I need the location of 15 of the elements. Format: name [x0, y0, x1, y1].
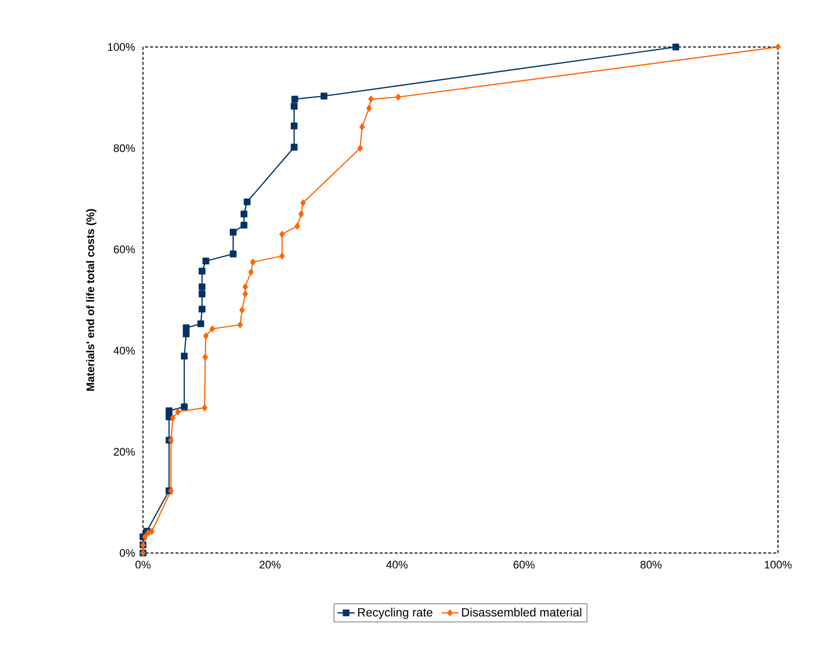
y-axis-title: Materials' end of life total costs (%) [86, 209, 96, 391]
y-tick-label: 100% [108, 43, 135, 51]
x-tick-label: 60% [514, 560, 535, 569]
x-tick-label: 20% [260, 560, 281, 569]
x-tick-label: 80% [640, 560, 662, 569]
legend-label: Disassembled material [462, 608, 582, 617]
x-tick-label: 40% [386, 560, 408, 569]
y-tick-label: 80% [114, 144, 135, 152]
y-tick-label: 40% [114, 346, 135, 354]
y-tick-label: 60% [114, 246, 135, 254]
y-tick-label: 20% [114, 448, 135, 456]
y-tick-label: 0% [120, 549, 135, 557]
legend-label: Recycling rate [358, 608, 432, 619]
x-tick-label: 0% [136, 560, 151, 569]
x-tick-label: 100% [764, 560, 792, 569]
